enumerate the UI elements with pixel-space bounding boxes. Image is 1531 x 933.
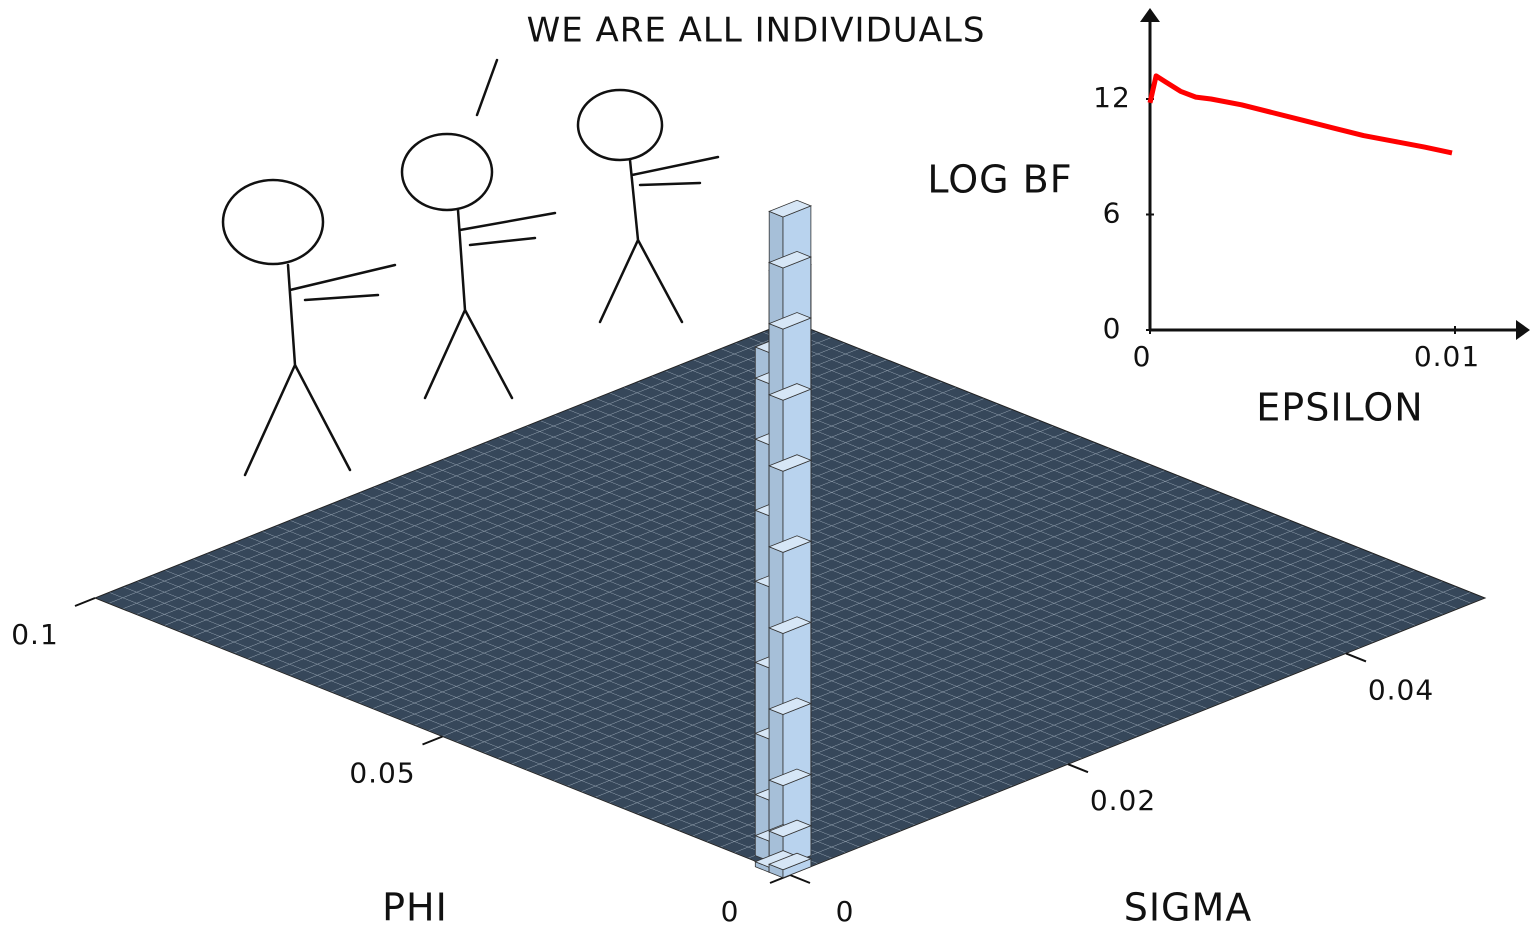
x-tick <box>423 737 443 745</box>
y-tick <box>1346 653 1366 661</box>
y-tick-label: 0.04 <box>1368 673 1434 706</box>
y-axis-label: LOG BF <box>927 158 1072 202</box>
body <box>245 265 395 475</box>
body <box>600 157 718 322</box>
x-tick-label: 0.1 <box>11 618 59 651</box>
x-tick-label: 0.01 <box>1414 340 1480 373</box>
x-tick-label: 0 <box>1133 340 1152 373</box>
y-tick-label: 0 <box>1103 312 1122 345</box>
y-tick-label: 6 <box>1103 197 1122 230</box>
head <box>402 134 492 210</box>
chart: WE ARE ALL INDIVIDUALS 0 0.05 0.1 0 0.02 0.04… <box>0 0 1531 933</box>
x-tick-label: 0 <box>721 895 740 928</box>
axis-arrow <box>1140 8 1530 340</box>
x-axis-label: EPSILON <box>1256 386 1423 430</box>
y-tick-label: 0.02 <box>1090 784 1156 817</box>
body <box>425 210 555 398</box>
axis <box>1150 22 1516 330</box>
y-tick-label: 0 <box>836 895 855 928</box>
y-axis-label: SIGMA <box>1124 886 1253 930</box>
line <box>1150 76 1452 153</box>
x-tick <box>75 598 95 606</box>
head <box>578 90 662 160</box>
x-tick-label: 0.05 <box>349 757 415 790</box>
y-tick <box>1068 764 1088 772</box>
speech-line <box>477 60 497 115</box>
head <box>223 180 323 264</box>
x-axis-label: PHI <box>382 886 448 930</box>
y-tick <box>790 875 810 883</box>
y-tick-label: 12 <box>1093 81 1131 114</box>
annotation: WE ARE ALL INDIVIDUALS <box>527 11 986 51</box>
